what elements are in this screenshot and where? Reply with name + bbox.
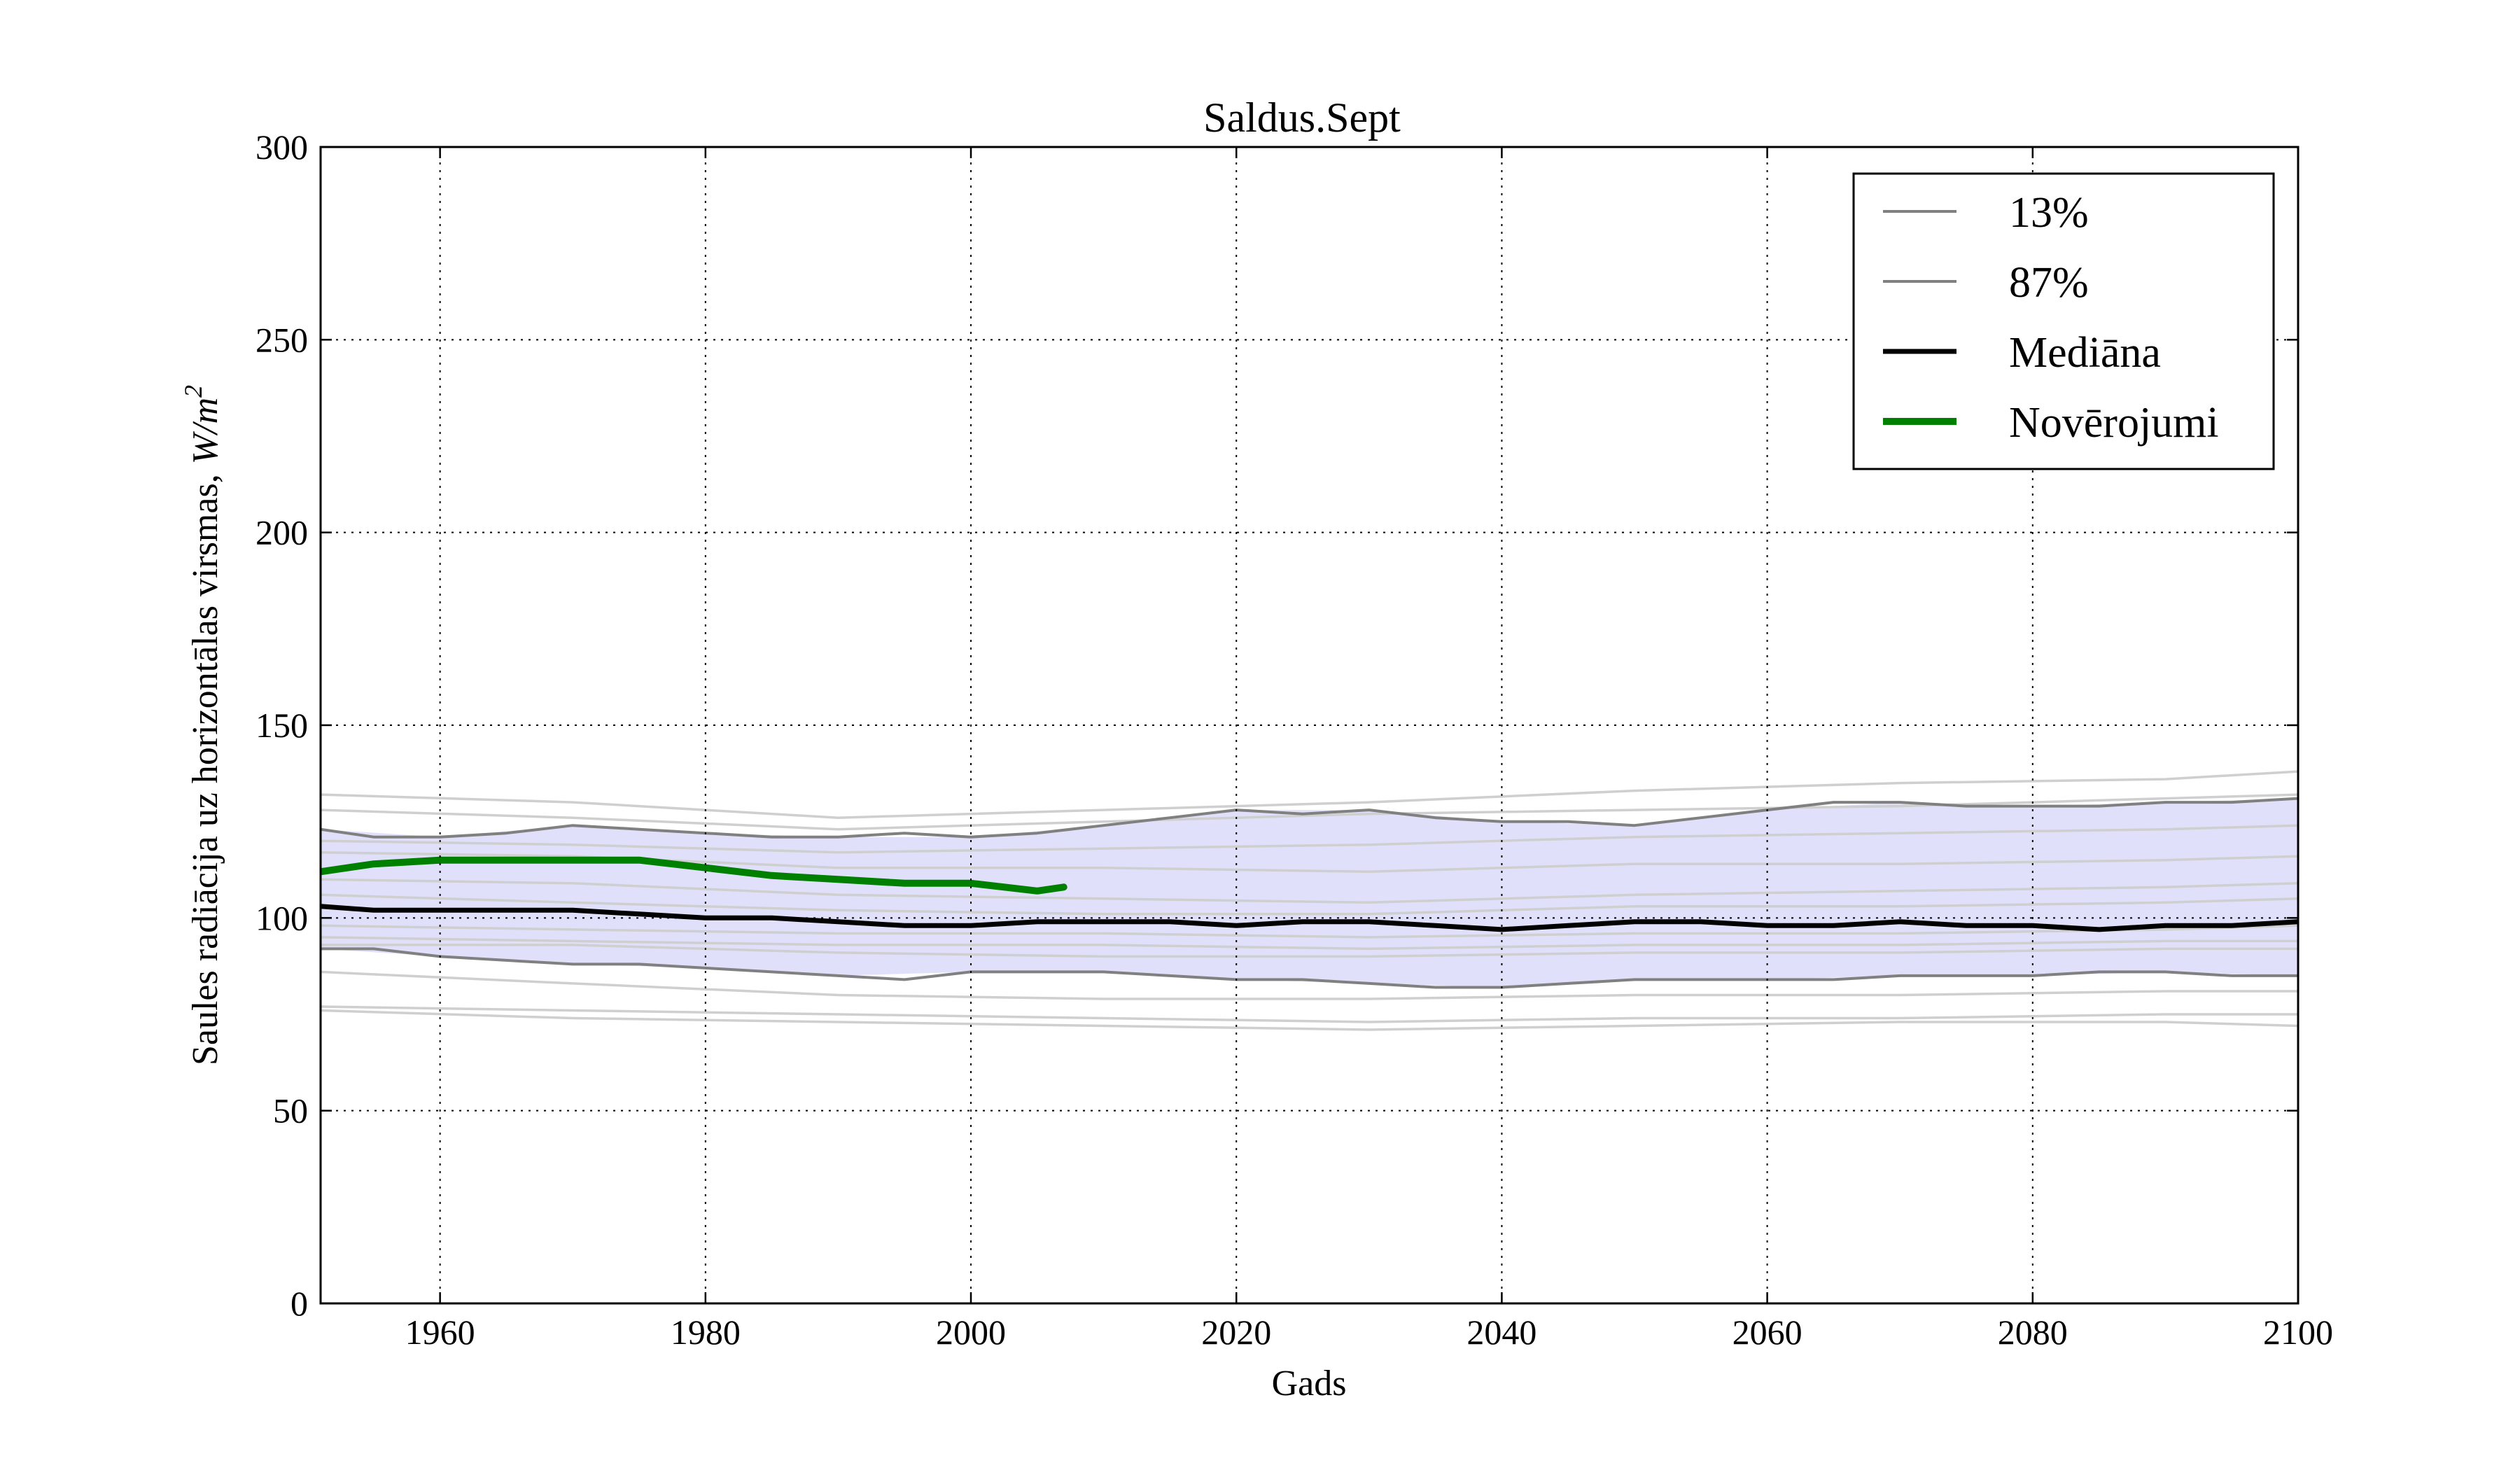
ensemble-line-8 [321,936,2298,951]
ensemble-line-10 [321,970,2298,1000]
y-axis-title-unit: W/m [186,398,225,464]
y-tick-label: 250 [255,320,308,359]
ensemble-line-6 [321,893,2298,916]
y-axis-title-unit-exponent: 2 [179,385,207,398]
legend-label: 87% [2009,259,2089,307]
x-tick-label: 2020 [1201,1312,1271,1352]
legend-label: Mediāna [2009,329,2161,377]
y-axis-title: Saules radiācija uz horizontālas virsmas… [179,385,225,1065]
axis-ticks: 1960 1980 2000 2020 2040 2060 2080 2100 0 50 100 15… [255,127,2333,1352]
x-axis-title: Gads [1272,1364,1347,1404]
series-lines [321,797,2298,989]
ensemble-line-1 [321,770,2298,819]
ensemble-line-3 [321,824,2298,854]
series-line-3 [321,904,2298,932]
legend-label: 13% [2009,189,2089,237]
x-tick-label: 2080 [1998,1312,2068,1352]
series-line-1 [321,947,2298,989]
ensemble-lines [321,770,2298,1031]
x-tick-label: 2100 [2263,1312,2333,1352]
series-line-2 [321,797,2298,839]
ensemble-line-2 [321,793,2298,831]
confidence-band [321,798,2298,988]
y-tick-label: 150 [255,706,308,745]
legend: 13% 87% Mediāna Novērojumi [1852,172,2275,470]
x-tick-label: 2040 [1466,1312,1536,1352]
y-tick-label: 0 [290,1284,308,1323]
x-tick-label: 1960 [405,1312,475,1352]
x-tick-label: 2000 [936,1312,1006,1352]
ensemble-line-12 [321,1009,2298,1031]
y-tick-label: 50 [273,1091,308,1130]
y-axis-title-text: Saules radiācija uz horizontālas virsmas… [186,474,225,1065]
ensemble-line-11 [321,1005,2298,1023]
ensemble-line-9 [321,944,2298,958]
chart-title: Saldus.Sept [1203,94,1401,141]
legend-label: Novērojumi [2009,399,2219,447]
x-tick-label: 2060 [1732,1312,1802,1352]
y-tick-label: 200 [255,513,308,552]
ensemble-line-7 [321,924,2298,939]
y-tick-label: 300 [255,127,308,167]
plot-area [321,147,2298,1303]
y-tick-label: 100 [255,898,308,937]
ensemble-line-5 [321,878,2298,904]
series-line-4 [321,856,1068,895]
x-tick-label: 1980 [671,1312,741,1352]
